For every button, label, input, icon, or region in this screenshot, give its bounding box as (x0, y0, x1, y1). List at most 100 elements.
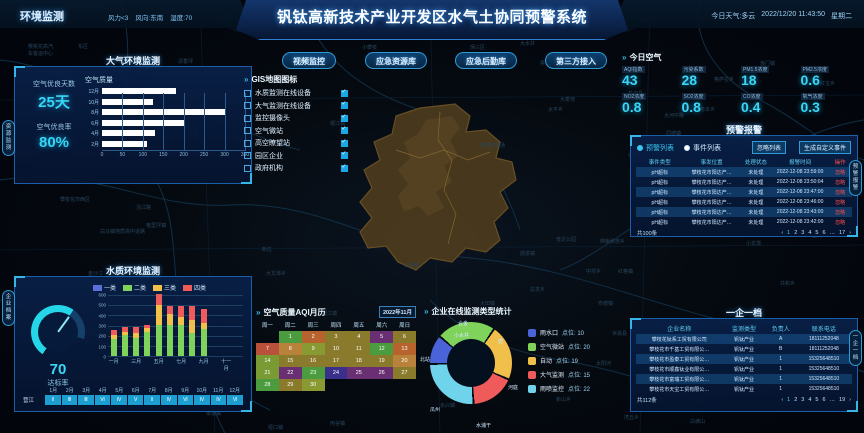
water-legend-item[interactable]: 四类 (183, 283, 206, 292)
table-row[interactable]: 攀枝花钛系工贸有限公司 钒钛产业 A 18111252048 (636, 334, 852, 344)
calendar-day[interactable]: 13 (393, 343, 416, 355)
calendar-day[interactable]: 22 (278, 367, 302, 379)
company-pager-page[interactable]: 2 (794, 397, 798, 403)
calendar-day[interactable]: 25 (347, 367, 371, 379)
calendar-day[interactable]: 3 (324, 331, 348, 343)
calendar-day[interactable]: 12 (370, 343, 394, 355)
calendar-day[interactable]: 1 (278, 331, 302, 343)
checkbox-checked-icon[interactable] (341, 163, 348, 172)
gis-layer-item[interactable]: 政府机构 (244, 163, 348, 173)
gis-layer-item[interactable]: 空气微站 (244, 125, 348, 136)
donut-legend-item[interactable]: 大气监测 点位: 15 (528, 370, 590, 379)
month-select[interactable]: 2022年11月 (378, 306, 416, 318)
company-pager-page[interactable]: 19 (839, 397, 846, 403)
calendar-day[interactable]: 30 (301, 379, 325, 391)
alert-pager-page[interactable]: 6 (822, 230, 826, 236)
gis-layer-item[interactable]: 大气监测在线设备 (244, 100, 348, 111)
alert-pager-page[interactable]: … (829, 230, 836, 236)
cell-ignore-action[interactable]: 忽略 (835, 209, 846, 216)
table-row[interactable]: 攀枝花市顺鑫钛业有限公… 钒钛产业 1 15325648510 (636, 364, 852, 374)
calendar-day[interactable]: 20 (393, 355, 416, 367)
nav-button-第三方接入[interactable]: 第三方接入 (545, 52, 607, 69)
create-custom-event-button[interactable]: 生成自定义事件 (798, 141, 851, 154)
water-legend-item[interactable]: 三类 (153, 283, 176, 292)
calendar-day[interactable]: 5 (370, 331, 394, 343)
calendar-day[interactable]: 21 (256, 367, 279, 379)
donut-legend-item[interactable]: 自动 点位: 19 (528, 356, 590, 365)
calendar-day[interactable]: 8 (278, 343, 302, 355)
side-tab-企业档案[interactable]: 企 业 档 案 (2, 290, 15, 326)
table-row[interactable]: 攀枝花市富瑞工贸有限公… 钒钛产业 1 15325648510 (636, 374, 852, 384)
calendar-day[interactable]: 11 (347, 343, 371, 355)
calendar-day[interactable]: 14 (256, 355, 279, 367)
calendar-day[interactable]: 6 (393, 331, 416, 343)
company-pager-page[interactable]: … (829, 397, 836, 403)
checkbox-checked-icon[interactable] (341, 150, 348, 159)
calendar-day[interactable]: 16 (301, 355, 325, 367)
company-pager-page[interactable]: 1 (787, 397, 791, 403)
cell-ignore-action[interactable]: 忽略 (835, 169, 846, 176)
ignore-list-button[interactable]: 忽略列表 (751, 141, 786, 154)
calendar-day[interactable]: 26 (370, 367, 394, 379)
alert-pager-page[interactable]: 4 (808, 230, 812, 236)
radio-warning-list[interactable]: 预警列表 (637, 143, 674, 153)
calendar-day[interactable]: 7 (256, 343, 279, 355)
calendar-day[interactable]: 24 (324, 367, 348, 379)
calendar-day[interactable]: 4 (347, 331, 371, 343)
company-pager-page[interactable]: 3 (801, 397, 805, 403)
calendar-day[interactable]: 15 (278, 355, 302, 367)
header-module-tab[interactable]: 环境监测 (20, 11, 64, 23)
side-tab-预警报警[interactable]: 预 警 报 警 (849, 160, 862, 196)
table-row[interactable]: pH超标 攀枝花市阳达产… 未处理 2022-12-08 23:42:00 忽略 (636, 217, 852, 227)
cell-ignore-action[interactable]: 忽略 (835, 179, 846, 186)
alert-pager-page[interactable]: 5 (815, 230, 819, 236)
table-row[interactable]: pH超标 攀枝花市阳达产… 未处理 2022-12-08 23:59:00 忽略 (636, 167, 852, 177)
company-pager-prev[interactable]: ‹ (781, 397, 784, 403)
alert-pager-page[interactable]: 17 (839, 230, 846, 236)
table-row[interactable]: pH超标 攀枝花市阳达产… 未处理 2022-12-08 23:50:04 忽略 (636, 177, 852, 187)
table-row[interactable]: pH超标 攀枝花市阳达产… 未处理 2022-12-08 23:46:00 忽略 (636, 197, 852, 207)
calendar-day[interactable]: 2 (301, 331, 325, 343)
side-tab-一企一档[interactable]: 一 企 一 档 (849, 330, 862, 366)
table-row[interactable]: 攀枝花市千基工贸有限公… 钒钛产业 B 18111252048 (636, 344, 852, 354)
alert-pager-page[interactable]: 1 (787, 230, 791, 236)
alert-pager-prev[interactable]: ‹ (781, 230, 784, 236)
nav-button-应急后勤库[interactable]: 应急后勤库 (455, 52, 517, 69)
gis-layer-item[interactable]: 水质监测在线设备 (244, 88, 348, 98)
calendar-day[interactable]: 10 (324, 343, 348, 355)
calendar-day[interactable]: 29 (278, 379, 302, 391)
table-row[interactable]: pH超标 攀枝花市阳达产… 未处理 2022-12-08 23:43:00 忽略 (636, 207, 852, 217)
calendar-day[interactable]: 19 (370, 355, 394, 367)
calendar-day[interactable]: 18 (347, 355, 371, 367)
donut-legend-item[interactable]: 雨喷监控 点位: 22 (528, 384, 590, 393)
checkbox-checked-icon[interactable] (341, 138, 348, 147)
alert-pager-next[interactable]: › (849, 230, 851, 236)
alert-pager-page[interactable]: 3 (801, 230, 805, 236)
cell-ignore-action[interactable]: 忽略 (835, 199, 846, 206)
water-legend-item[interactable]: 一类 (93, 283, 116, 292)
donut-legend-item[interactable]: 雨水口 点位: 10 (528, 328, 590, 337)
cell-ignore-action[interactable]: 忽略 (835, 189, 846, 196)
company-pager-page[interactable]: 5 (815, 397, 819, 403)
calendar-day[interactable]: 28 (256, 379, 279, 391)
calendar-day[interactable]: 17 (324, 355, 348, 367)
calendar-day[interactable]: 27 (393, 367, 416, 379)
cell-ignore-action[interactable]: 忽略 (835, 219, 846, 226)
donut-legend-item[interactable]: 空气微站 点位: 20 (528, 342, 590, 351)
nav-button-视频监控[interactable]: 视频监控 (282, 52, 336, 69)
checkbox-checked-icon[interactable] (341, 113, 348, 122)
checkbox-checked-icon[interactable] (341, 100, 348, 109)
company-pager-next[interactable]: › (849, 397, 851, 403)
nav-button-应急资源库[interactable]: 应急资源库 (365, 52, 427, 69)
water-legend-item[interactable]: 二类 (123, 283, 146, 292)
company-pager-page[interactable]: 4 (808, 397, 812, 403)
calendar-day[interactable]: 9 (301, 343, 325, 355)
gis-layer-item[interactable]: 高空瞭望站 (244, 138, 348, 148)
gis-layer-item[interactable]: 监控摄像头 (244, 113, 348, 123)
checkbox-checked-icon[interactable] (341, 125, 348, 134)
table-row[interactable]: 攀枝花市天宝工贸有限公… 钒钛产业 1 15325648510 (636, 384, 852, 394)
table-row[interactable]: pH超标 攀枝花市阳达产… 未处理 2022-12-08 23:47:00 忽略 (636, 187, 852, 197)
company-pager-page[interactable]: 6 (822, 397, 826, 403)
radio-event-list[interactable]: 事件列表 (684, 143, 721, 153)
alert-pager-page[interactable]: 2 (794, 230, 798, 236)
